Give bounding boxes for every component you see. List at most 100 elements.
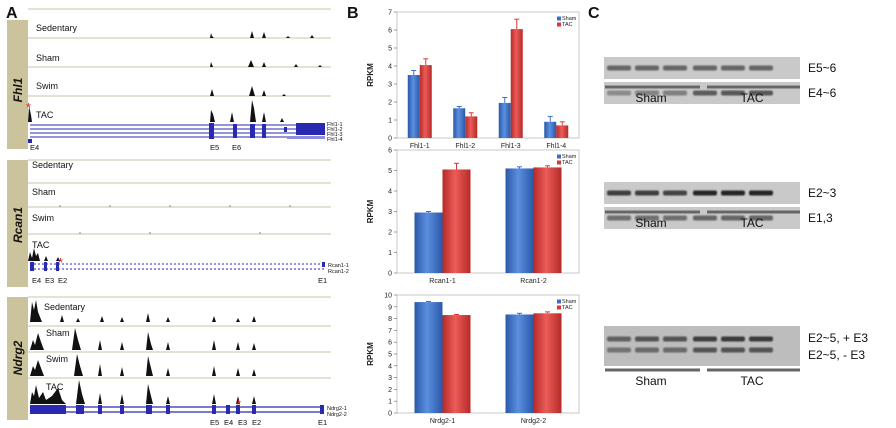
bar-tac [556, 125, 569, 138]
gel-band [607, 190, 631, 196]
track-label-swim: Swim [46, 354, 68, 364]
gel-band [663, 90, 687, 96]
panel-label-c: C [588, 5, 600, 22]
x-tick-label: Fhl1-1 [410, 143, 430, 150]
legend-label: TAC [562, 305, 573, 311]
bar-sham [414, 212, 443, 273]
fhl1-side-bar [7, 20, 28, 149]
y-tick-label: 2 [388, 230, 392, 237]
bar-tac [465, 116, 478, 138]
gel-band [607, 90, 631, 96]
y-axis-label: RPKM [366, 63, 375, 87]
track-label-sedentary: Sedentary [32, 160, 74, 170]
gel-band [635, 190, 659, 196]
gel-band-label: E5~6 [808, 61, 837, 75]
track-label-tac: TAC [32, 240, 50, 250]
y-tick-label: 1 [388, 399, 392, 406]
exon-label: E4 [224, 418, 233, 427]
gel-band [749, 336, 773, 342]
track-label-sham: Sham [32, 187, 56, 197]
gel-band [607, 347, 631, 353]
gel-band [693, 65, 717, 71]
gel-band [693, 215, 717, 221]
legend-swatch [557, 16, 561, 21]
y-tick-label: 2 [388, 387, 392, 394]
y-tick-label: 2 [388, 100, 392, 107]
y-tick-label: 6 [388, 28, 392, 35]
y-tick-label: 7 [388, 328, 392, 335]
legend-swatch [557, 22, 561, 27]
ndrg2-isoform-models: Ndrg2-1 Ndrg2-2 [30, 405, 347, 418]
panel-b-rpkm-charts: 0 1 2 3 4 5 6 7 RPKM Fhl1-1 Fhl1-2 Fhl1-3 Fhl1-4 Sham… [366, 10, 580, 425]
y-tick-label: 4 [388, 64, 392, 71]
x-tick-label: Rcan1-1 [429, 278, 456, 285]
track-label-tac: TAC [36, 110, 54, 120]
gel-band-label: E2~5, - E3 [808, 348, 865, 362]
fhl1-coverage [28, 31, 322, 122]
panel-label-b: B [347, 5, 359, 22]
gel-band [749, 190, 773, 196]
gel-band [749, 347, 773, 353]
x-tick-label: Fhl1-3 [501, 143, 521, 150]
track-label-sham: Sham [36, 53, 60, 63]
exon-label: E4 [32, 276, 41, 285]
gene-label-fhl1: Fhl1 [11, 77, 25, 102]
bar-sham [414, 302, 443, 413]
panel-label-a: A [6, 5, 18, 22]
x-tick-label: Rcan1-2 [520, 278, 547, 285]
gel-band [721, 347, 745, 353]
isoform-label: Rcan1-1 [328, 263, 349, 269]
isoform-label: Fhl1-1 [327, 122, 343, 128]
bar-sham [407, 75, 420, 138]
x-tick-label: Fhl1-4 [546, 143, 566, 150]
exon-label: E5 [210, 143, 219, 152]
group-label-sham: Sham [635, 374, 666, 388]
gel-band [693, 347, 717, 353]
exon-label: E2 [252, 418, 261, 427]
bar-sham [505, 168, 534, 273]
track-label-tac: TAC [46, 382, 64, 392]
isoform-label: Fhl1-2 [327, 127, 343, 133]
chart-plot-frame [396, 11, 580, 139]
gene-label-ndrg2: Ndrg2 [11, 340, 25, 375]
y-tick-label: 6 [388, 340, 392, 347]
legend-swatch [557, 305, 561, 310]
gel-band [607, 336, 631, 342]
legend-label: TAC [562, 160, 573, 166]
gel-band [663, 347, 687, 353]
gene-label-rcan1: Rcan1 [11, 207, 25, 243]
gel-band [693, 90, 717, 96]
rcan1-side-bar [7, 160, 28, 287]
track-label-sedentary: Sedentary [36, 23, 78, 33]
ndrg2-side-bar [7, 297, 28, 420]
legend-label: TAC [562, 22, 573, 28]
track-label-swim: Swim [36, 81, 58, 91]
y-tick-label: 4 [388, 189, 392, 196]
y-tick-label: 5 [388, 46, 392, 53]
y-tick-label: 6 [388, 148, 392, 155]
y-tick-label: 7 [388, 10, 392, 17]
panel-a-genome-tracks: Fhl1 Rcan1 Ndrg2 Sedentary Sham Swim TAC… [7, 8, 349, 427]
legend-swatch [557, 154, 561, 159]
gel-band-label: E1,3 [808, 211, 833, 225]
y-tick-label: 9 [388, 304, 392, 311]
gel-band [693, 336, 717, 342]
asterisk-marker: * [58, 255, 63, 270]
exon-label: E5 [210, 418, 219, 427]
gel-band [635, 65, 659, 71]
asterisk-marker: * [236, 397, 241, 412]
gel-band [693, 190, 717, 196]
track-label-swim: Swim [32, 213, 54, 223]
gel-band-label: E2~5, + E3 [808, 331, 868, 345]
x-tick-label: Nrdg2-1 [430, 418, 455, 425]
gel-3: E2~5, + E3 E2~5, - E3 Sham TAC [604, 326, 868, 388]
gel-band [635, 90, 659, 96]
bar-tac [442, 169, 471, 273]
y-tick-label: 1 [388, 118, 392, 125]
gel-band [607, 65, 631, 71]
x-tick-label: Fhl1-2 [455, 143, 475, 150]
gel-band [749, 215, 773, 221]
bar-tac [442, 315, 471, 413]
